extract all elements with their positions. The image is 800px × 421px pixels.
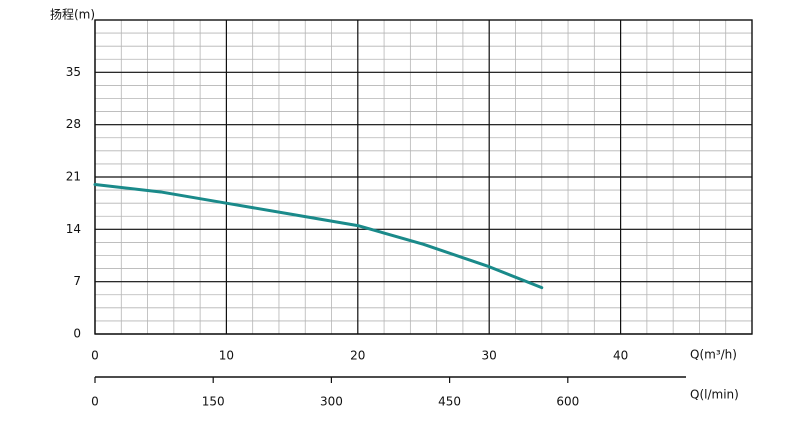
x2-tick-label: 600 [556,395,579,409]
x-tick-label: 40 [613,349,628,363]
x2-axis-label: Q(l/min) [690,388,739,402]
x-tick-label: 20 [350,349,365,363]
x2-tick-label: 450 [438,395,461,409]
x-tick-label: 30 [482,349,497,363]
y-tick-label: 35 [66,65,81,79]
y-tick-label: 14 [66,222,81,236]
x2-tick-label: 150 [202,395,225,409]
y-tick-label: 0 [73,327,81,341]
series-line [93,182,544,290]
y-tick-label: 28 [66,117,81,131]
x-axis-label: Q(m³/h) [690,348,737,362]
x2-tick-label: 0 [91,395,99,409]
x-tick-label: 10 [219,349,234,363]
y-axis-label: 扬程(m) [50,7,95,22]
y-tick-label: 21 [66,170,81,184]
x-tick-label: 0 [91,349,99,363]
y-tick-label: 7 [73,274,81,288]
x2-tick-label: 300 [320,395,343,409]
